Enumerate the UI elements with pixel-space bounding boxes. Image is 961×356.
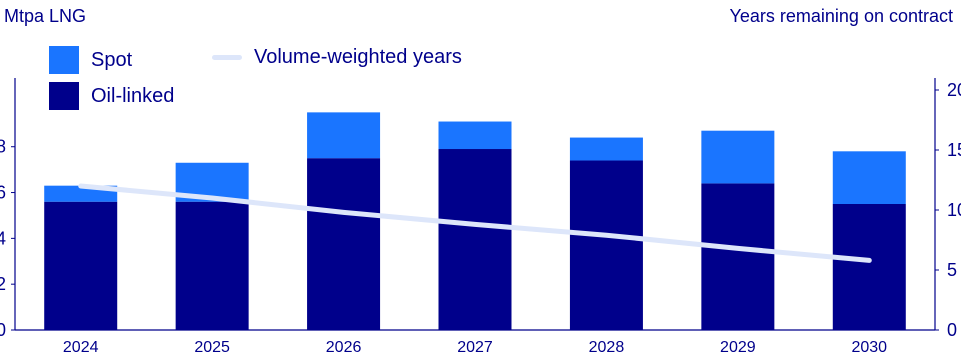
right-tick-label: 15 — [947, 140, 961, 160]
legend-label-spot: Spot — [91, 48, 133, 71]
left-tick-label: 6 — [0, 183, 6, 203]
x-tick-label: 2028 — [589, 339, 625, 356]
legend-swatch-line — [212, 55, 242, 60]
legend-item-oil-linked: Oil-linked — [49, 82, 174, 110]
left-tick-label: 2 — [0, 274, 6, 294]
bar-spot-2030 — [832, 151, 906, 204]
bar-oil-linked-2028 — [569, 160, 643, 330]
bar-spot-2028 — [569, 137, 643, 161]
left-tick-label: 8 — [0, 137, 6, 157]
bar-spot-2029 — [701, 130, 775, 184]
x-tick-label: 2025 — [194, 339, 230, 356]
left-tick-label: 4 — [0, 228, 6, 248]
bar-oil-linked-2025 — [175, 201, 249, 330]
legend-label-line: Volume-weighted years — [254, 46, 462, 68]
x-tick-label: 2029 — [720, 339, 756, 356]
legend-item-volume-weighted-years: Volume-weighted years — [212, 46, 462, 69]
legend-item-spot: Spot — [49, 46, 132, 74]
left-axis-title: Mtpa LNG — [4, 6, 87, 26]
bar-spot-2027 — [438, 121, 512, 150]
bar-oil-linked-2027 — [438, 149, 512, 330]
bar-oil-linked-2024 — [44, 201, 118, 330]
x-tick-label: 2026 — [326, 339, 362, 356]
right-tick-label: 0 — [947, 320, 957, 340]
left-tick-label: 0 — [0, 320, 6, 340]
legend-swatch-spot — [49, 46, 79, 74]
x-tick-label: 2024 — [63, 339, 99, 356]
legend-label-oil-linked: Oil-linked — [91, 84, 175, 107]
right-axis-title: Years remaining on contract — [729, 6, 953, 26]
legend-swatch-oil-linked — [49, 82, 79, 110]
right-tick-label: 20 — [947, 80, 961, 100]
right-tick-label: 5 — [947, 260, 957, 280]
right-tick-label: 10 — [947, 200, 961, 220]
bar-oil-linked-2030 — [832, 204, 906, 330]
x-tick-label: 2030 — [851, 339, 887, 356]
bar-oil-linked-2026 — [307, 158, 381, 330]
bar-oil-linked-2029 — [701, 183, 775, 330]
x-tick-label: 2027 — [457, 339, 493, 356]
bar-spot-2026 — [307, 112, 381, 159]
